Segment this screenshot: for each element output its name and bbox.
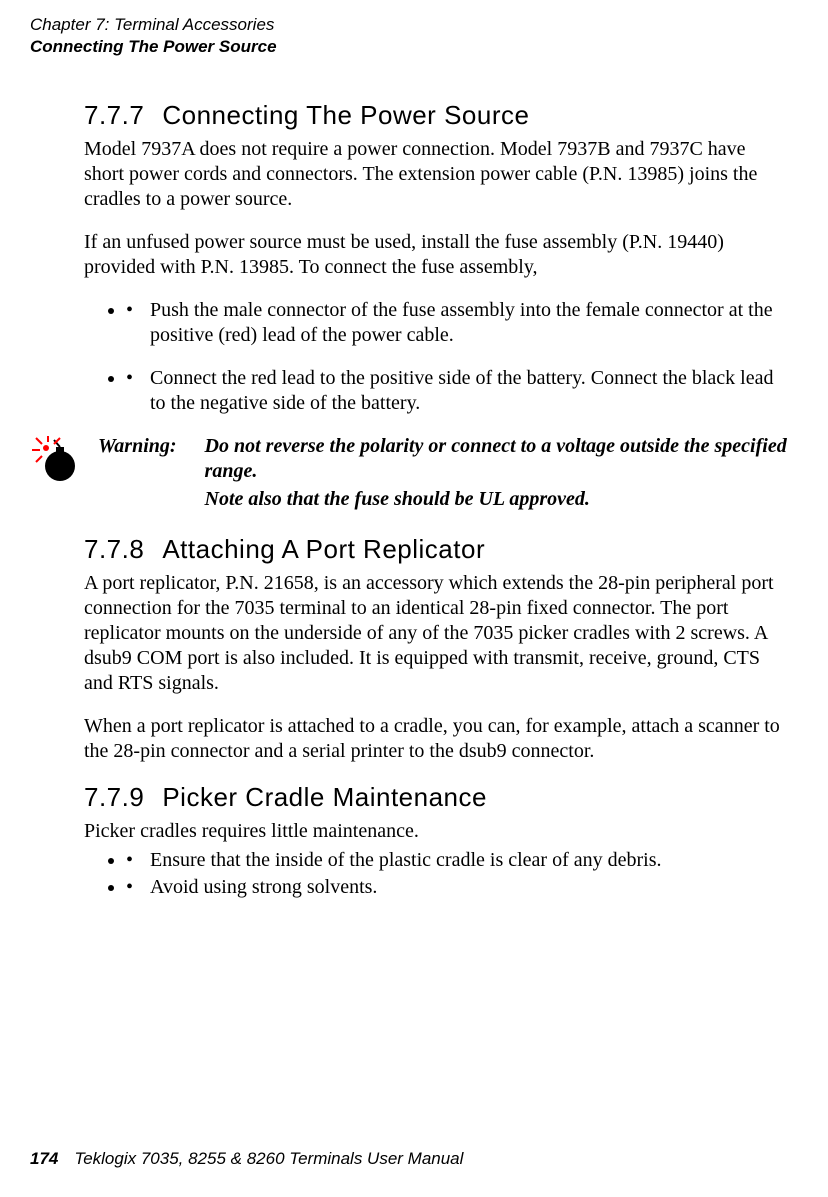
list-item: Push the male connector of the fuse asse…	[126, 298, 790, 348]
warning-body: Do not reverse the polarity or connect t…	[205, 434, 790, 512]
manual-title: Teklogix 7035, 8255 & 8260 Terminals Use…	[74, 1149, 463, 1168]
section-number: 7.7.8	[84, 534, 144, 565]
bomb-warning-icon	[32, 436, 80, 489]
warning-text: Warning: Do not reverse the polarity or …	[98, 434, 790, 512]
body-paragraph: Model 7937A does not require a power con…	[84, 137, 790, 212]
section-heading-777: 7.7.7 Connecting The Power Source	[84, 100, 790, 131]
warning-block: Warning: Do not reverse the polarity or …	[32, 434, 790, 512]
chapter-line: Chapter 7: Terminal Accessories	[30, 14, 798, 36]
page-content: 7.7.7 Connecting The Power Source Model 7…	[30, 100, 798, 900]
body-paragraph: Picker cradles requires little maintenan…	[84, 819, 790, 844]
section-number: 7.7.9	[84, 782, 144, 813]
warning-label: Warning:	[98, 434, 177, 512]
section-title: Connecting The Power Source	[162, 100, 529, 130]
warning-paragraph: Do not reverse the polarity or connect t…	[205, 434, 790, 484]
body-paragraph: A port replicator, P.N. 21658, is an acc…	[84, 571, 790, 696]
section-heading-779: 7.7.9 Picker Cradle Maintenance	[84, 782, 790, 813]
list-item: Avoid using strong solvents.	[126, 875, 790, 900]
section-title: Picker Cradle Maintenance	[162, 782, 487, 812]
bullet-list: Ensure that the inside of the plastic cr…	[84, 848, 790, 900]
topic-line: Connecting The Power Source	[30, 36, 798, 58]
page-header: Chapter 7: Terminal Accessories Connecti…	[30, 14, 798, 58]
body-paragraph: When a port replicator is attached to a …	[84, 714, 790, 764]
section-number: 7.7.7	[84, 100, 144, 131]
section-title: Attaching A Port Replicator	[162, 534, 485, 564]
section-heading-778: 7.7.8 Attaching A Port Replicator	[84, 534, 790, 565]
list-item: Ensure that the inside of the plastic cr…	[126, 848, 790, 873]
page-number: 174	[30, 1149, 58, 1168]
warning-paragraph: Note also that the fuse should be UL app…	[205, 487, 790, 512]
bullet-list: Push the male connector of the fuse asse…	[84, 298, 790, 416]
page-footer: 174 Teklogix 7035, 8255 & 8260 Terminals …	[30, 1149, 798, 1169]
list-item: Connect the red lead to the positive sid…	[126, 366, 790, 416]
body-paragraph: If an unfused power source must be used,…	[84, 230, 790, 280]
